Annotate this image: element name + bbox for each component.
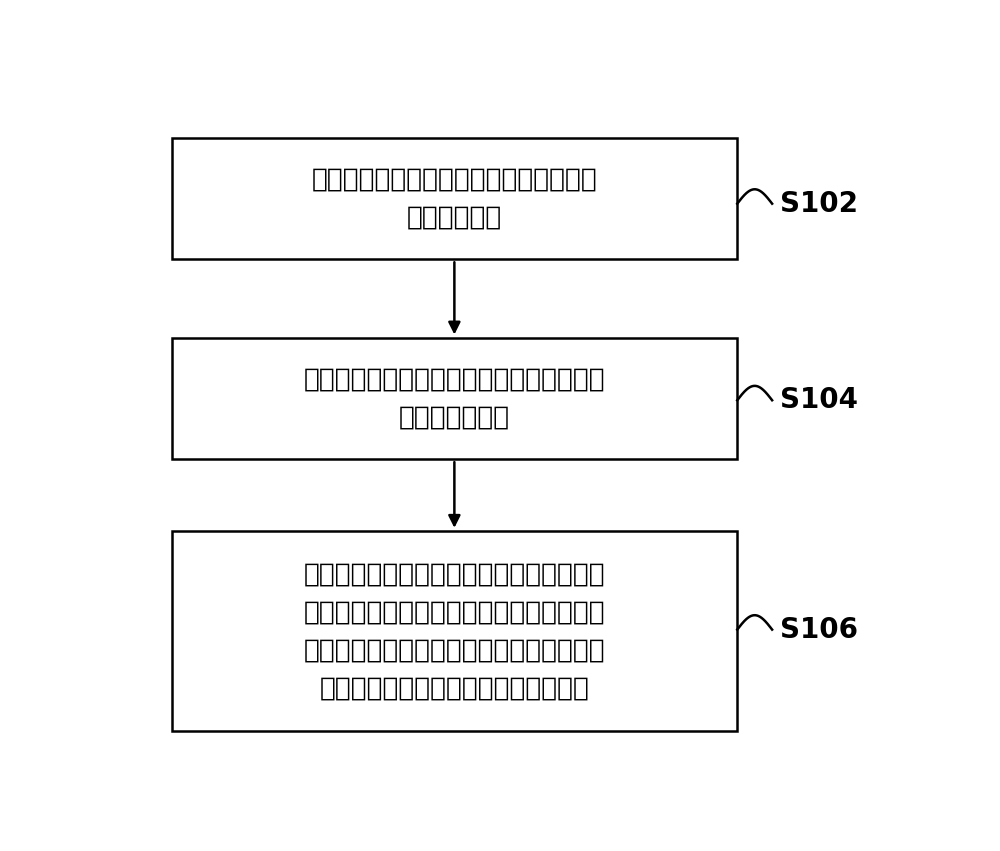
Text: 获取目标计算任务在目标终端执行需要的
本地执行时长: 获取目标计算任务在目标终端执行需要的 本地执行时长 (312, 167, 597, 231)
Text: 基于本地执行时长和目标传输时长，确定目
标计算任务的任务卸载策略，其中，任务卸
载策略至少用于指示目标计算任务是在目标
终端执行，还是在目标边缘服务器执行: 基于本地执行时长和目标传输时长，确定目 标计算任务的任务卸载策略，其中，任务卸 … (304, 562, 605, 701)
Text: 获取将目标计算任务传输至目标边缘服务器
的目标传输时长: 获取将目标计算任务传输至目标边缘服务器 的目标传输时长 (304, 367, 605, 431)
FancyBboxPatch shape (172, 531, 737, 731)
FancyBboxPatch shape (172, 138, 737, 260)
Text: S106: S106 (780, 615, 858, 643)
FancyBboxPatch shape (172, 338, 737, 460)
Text: S102: S102 (780, 190, 858, 218)
Text: S104: S104 (780, 386, 858, 414)
